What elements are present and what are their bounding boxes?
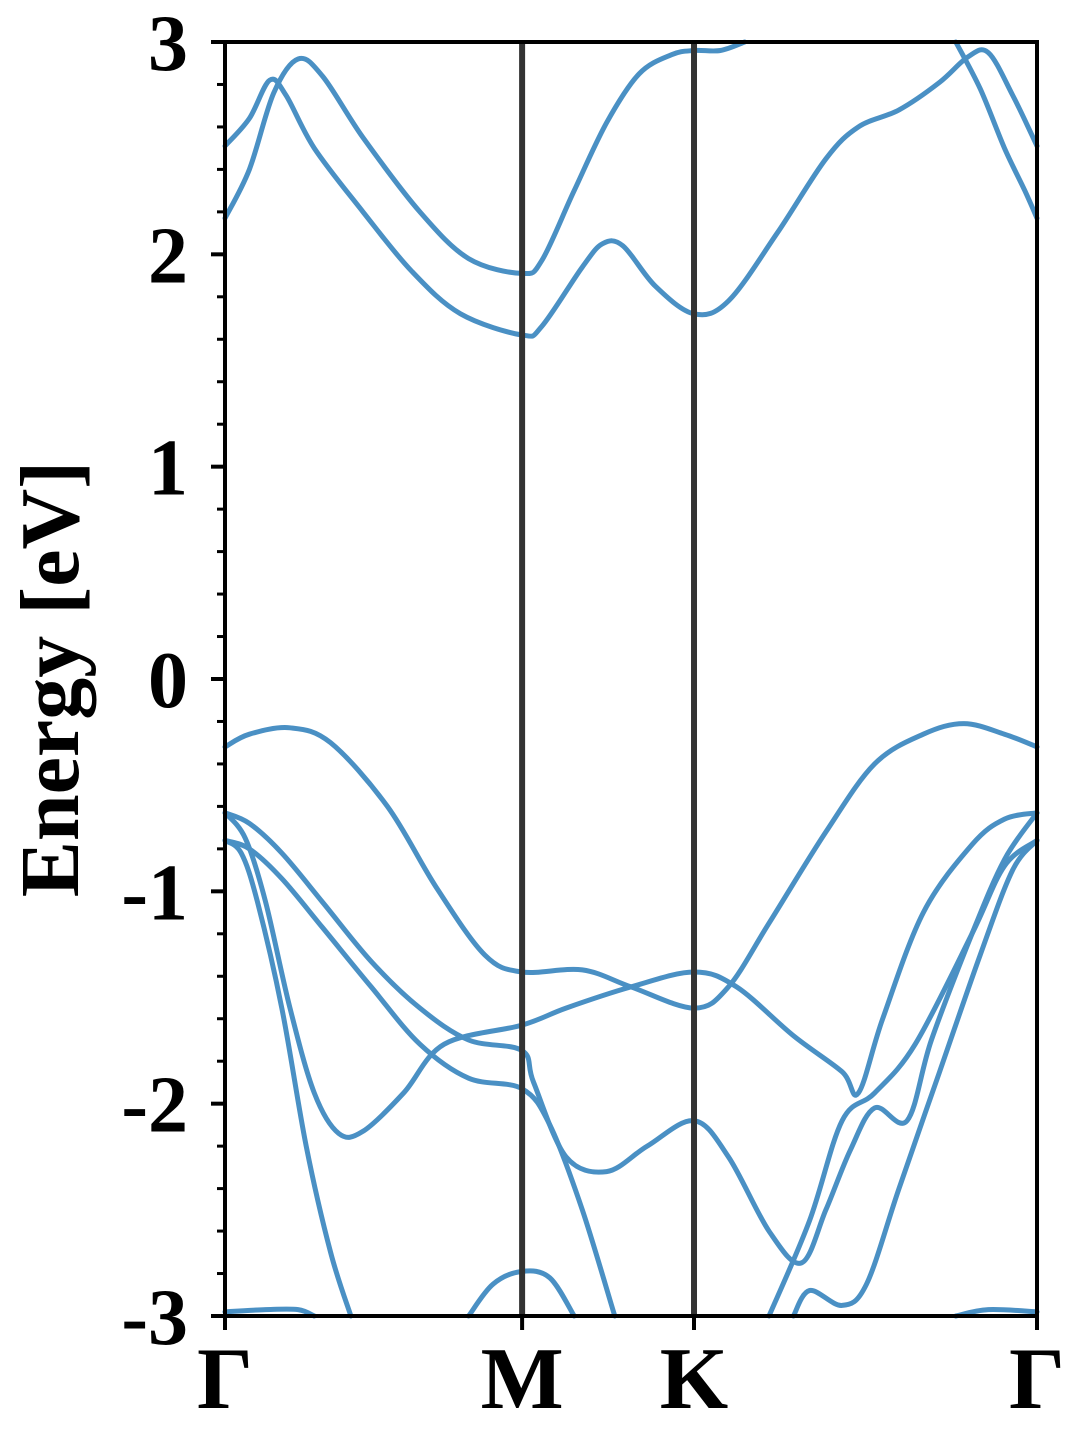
- band-line-1: [222, 39, 748, 277]
- y-axis-label: Energy [eV]: [4, 461, 97, 897]
- major-tick-group: [211, 40, 1039, 1330]
- ytick-label-1: 2: [148, 212, 188, 300]
- ytick-label-5: -2: [121, 1062, 188, 1150]
- plot-frame: [223, 40, 1039, 1318]
- band-line-10: [766, 837, 1040, 1319]
- band-line-5: [222, 837, 618, 1319]
- band-line-4: [222, 810, 1040, 1266]
- ytick-label-0: 3: [148, 0, 188, 88]
- ytick-label-2: 1: [148, 425, 188, 513]
- band-line-11: [790, 837, 1040, 1319]
- band-line-8: [222, 1306, 317, 1319]
- band-line-0: [222, 47, 1040, 339]
- band-line-3: [222, 721, 1040, 1011]
- ytick-label-4: -1: [121, 849, 188, 937]
- band-line-2: [953, 39, 1040, 221]
- band-line-6: [222, 810, 1040, 1140]
- ytick-label-group: 3 2 1 0 -1 -2 -3: [121, 0, 188, 1362]
- band-line-7: [222, 837, 354, 1319]
- kpoint-label-0: Γ: [197, 1331, 253, 1428]
- ytick-label-3: 0: [148, 637, 188, 725]
- kpoint-label-3: Γ: [1009, 1331, 1065, 1428]
- ytick-label-6: -3: [121, 1274, 188, 1362]
- kpoint-label-2: K: [660, 1331, 728, 1428]
- band-lines-group: [222, 39, 1040, 1319]
- kpoint-label-1: M: [481, 1331, 564, 1428]
- kpoint-divider-group: [519, 42, 698, 1316]
